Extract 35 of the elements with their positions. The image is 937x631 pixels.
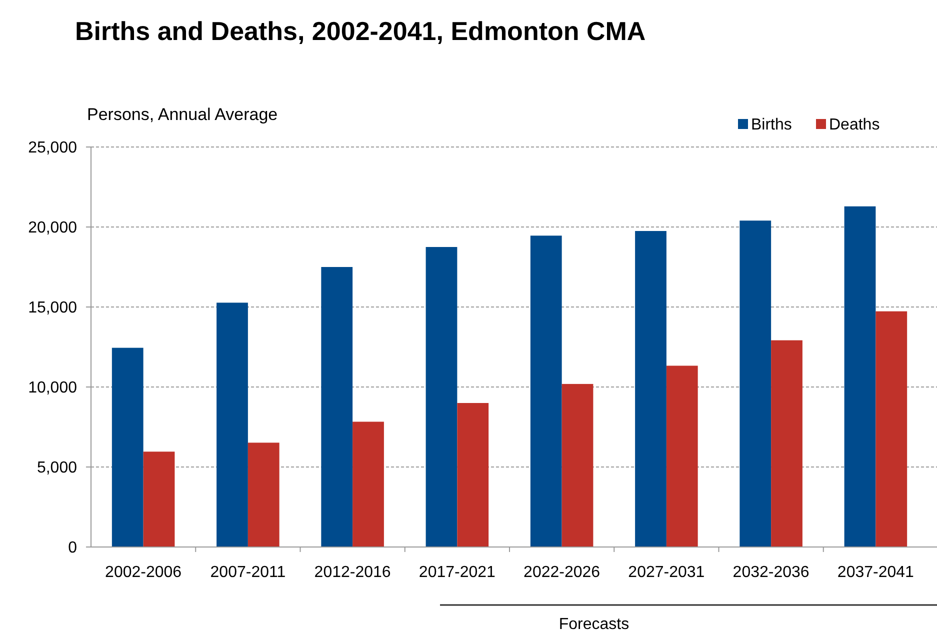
bar bbox=[666, 366, 698, 547]
bar bbox=[248, 442, 280, 547]
bar bbox=[216, 302, 248, 547]
bar bbox=[635, 231, 666, 547]
y-tick-label: 5,000 bbox=[36, 460, 78, 477]
x-tick-label: 2017-2021 bbox=[418, 564, 496, 581]
bar bbox=[457, 403, 489, 547]
bar bbox=[426, 247, 458, 547]
chart-title: Births and Deaths, 2002-2041, Edmonton CMA bbox=[75, 16, 646, 46]
bar bbox=[352, 422, 384, 547]
x-tick-label: 2012-2016 bbox=[314, 564, 391, 581]
x-tick-label: 2027-2031 bbox=[628, 564, 705, 581]
bar bbox=[740, 220, 772, 547]
bar bbox=[771, 340, 802, 547]
x-tick-label: 2022-2026 bbox=[524, 564, 600, 581]
legend-label: Deaths bbox=[829, 116, 880, 134]
bar bbox=[321, 267, 353, 547]
bar bbox=[844, 206, 876, 547]
x-tick-label: 2032-2036 bbox=[732, 564, 810, 581]
x-tick-label: 2007-2011 bbox=[210, 564, 286, 581]
bar bbox=[143, 452, 175, 547]
y-tick-label: 10,000 bbox=[28, 380, 78, 397]
bar bbox=[562, 384, 594, 547]
y-tick-label: 15,000 bbox=[28, 300, 78, 317]
bar bbox=[112, 348, 144, 547]
y-axis-title: Persons, Annual Average bbox=[87, 105, 278, 124]
y-tick-label: 25,000 bbox=[28, 140, 78, 157]
legend-label: Births bbox=[751, 116, 792, 134]
x-tick-label: 2037-2041 bbox=[837, 564, 914, 581]
y-tick-label: 20,000 bbox=[28, 220, 78, 237]
bar bbox=[530, 236, 562, 547]
text: Forecasts bbox=[558, 616, 630, 631]
x-tick-label: 2002-2006 bbox=[105, 564, 182, 581]
y-tick-label: 0 bbox=[68, 540, 78, 557]
bar bbox=[876, 311, 908, 547]
